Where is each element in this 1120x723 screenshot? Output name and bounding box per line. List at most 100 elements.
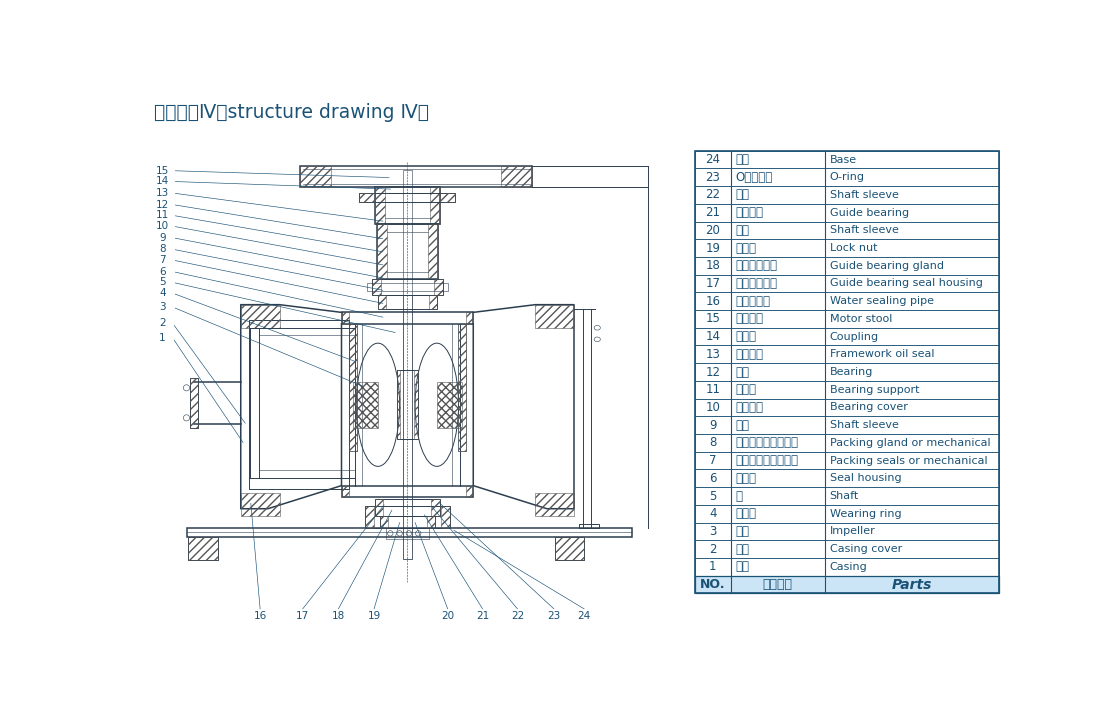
Text: Coupling: Coupling [830, 332, 879, 342]
Bar [375, 499, 383, 515]
Text: Parts: Parts [892, 578, 932, 591]
Text: 7: 7 [709, 454, 717, 467]
Text: NO.: NO. [700, 578, 726, 591]
Bar [342, 486, 474, 497]
Text: 轴套: 轴套 [735, 189, 749, 202]
Text: Guide bearing seal housing: Guide bearing seal housing [830, 278, 982, 288]
Text: 1: 1 [159, 333, 166, 343]
Bar [377, 224, 438, 279]
Text: Bearing support: Bearing support [830, 385, 920, 395]
Text: 轴: 轴 [735, 489, 743, 502]
Bar [501, 166, 532, 187]
Bar [694, 346, 999, 363]
Text: 泵体: 泵体 [735, 560, 749, 573]
Bar [403, 295, 412, 559]
Text: 水导轴承: 水导轴承 [735, 206, 763, 219]
Bar [375, 187, 385, 224]
Bar [694, 310, 999, 328]
Text: Shaft sleeve: Shaft sleeve [830, 190, 898, 200]
Text: 6: 6 [159, 267, 166, 277]
Text: 21: 21 [476, 611, 489, 621]
Bar [385, 528, 429, 539]
Bar [694, 363, 999, 381]
Bar [466, 486, 474, 497]
Text: 联轴器: 联轴器 [735, 330, 756, 343]
Bar [694, 328, 999, 346]
Text: 22: 22 [706, 189, 720, 202]
Text: 12: 12 [706, 366, 720, 379]
Bar [440, 193, 456, 202]
Bar [241, 493, 280, 516]
Bar [694, 469, 999, 487]
Bar [430, 187, 440, 224]
Bar [694, 558, 999, 576]
Bar [694, 381, 999, 398]
Text: 密封环: 密封环 [735, 508, 756, 521]
Bar [694, 523, 999, 540]
Text: 11: 11 [706, 383, 720, 396]
Text: 19: 19 [367, 611, 381, 621]
Bar [396, 370, 401, 440]
Bar [300, 166, 532, 187]
Bar [188, 537, 217, 560]
Text: Base: Base [830, 155, 857, 165]
Bar [694, 150, 999, 168]
Text: Motor stool: Motor stool [830, 314, 893, 324]
Text: 圆螺母: 圆螺母 [735, 241, 756, 254]
Text: 轴套: 轴套 [735, 419, 749, 432]
Text: 导轴承密封体: 导轴承密封体 [735, 277, 777, 290]
Text: 4: 4 [159, 288, 166, 298]
Text: 15: 15 [156, 166, 169, 176]
Text: Shaft sleeve: Shaft sleeve [830, 420, 898, 430]
Text: 水导轴承压盖: 水导轴承压盖 [735, 260, 777, 273]
Bar [381, 515, 388, 528]
Bar [554, 537, 584, 560]
Bar [365, 506, 450, 528]
Bar [694, 257, 999, 275]
Text: 11: 11 [156, 210, 169, 221]
Bar [694, 434, 999, 452]
Bar [372, 279, 381, 295]
Bar [694, 239, 999, 257]
Text: 底座: 底座 [735, 153, 749, 166]
Bar [360, 193, 456, 202]
Bar [367, 283, 448, 291]
Text: 24: 24 [578, 611, 590, 621]
Text: 轴承: 轴承 [735, 366, 749, 379]
Bar [372, 279, 444, 295]
Bar [377, 295, 385, 309]
Bar [375, 499, 440, 515]
Bar [429, 295, 437, 309]
Bar [694, 416, 999, 434]
Text: 轴套: 轴套 [735, 224, 749, 237]
Text: 9: 9 [159, 233, 166, 243]
Bar [535, 493, 573, 516]
Text: Packing gland or mechanical: Packing gland or mechanical [830, 438, 990, 448]
Text: 6: 6 [709, 472, 717, 485]
Bar [190, 378, 198, 428]
Text: 22: 22 [511, 611, 524, 621]
Bar [403, 170, 412, 559]
Text: 泵盖: 泵盖 [735, 543, 749, 556]
Text: 12: 12 [156, 200, 169, 210]
Bar [694, 292, 999, 310]
Text: 轴承压盖: 轴承压盖 [735, 401, 763, 414]
Text: 1: 1 [709, 560, 717, 573]
Text: Framework oil seal: Framework oil seal [830, 349, 934, 359]
Bar [694, 221, 999, 239]
Text: Seal housing: Seal housing [830, 474, 902, 483]
Text: O-ring: O-ring [830, 172, 865, 182]
Text: Bearing: Bearing [830, 367, 874, 377]
Text: 17: 17 [706, 277, 720, 290]
Text: Impeller: Impeller [830, 526, 876, 536]
Text: 10: 10 [156, 221, 169, 231]
Text: 2: 2 [709, 543, 717, 556]
Bar [377, 295, 437, 309]
Text: 20: 20 [441, 611, 455, 621]
Bar [694, 505, 999, 523]
Text: 9: 9 [709, 419, 717, 432]
Bar [342, 312, 349, 324]
Bar [458, 324, 466, 451]
Text: 骨架油封: 骨架油封 [735, 348, 763, 361]
Text: 15: 15 [706, 312, 720, 325]
